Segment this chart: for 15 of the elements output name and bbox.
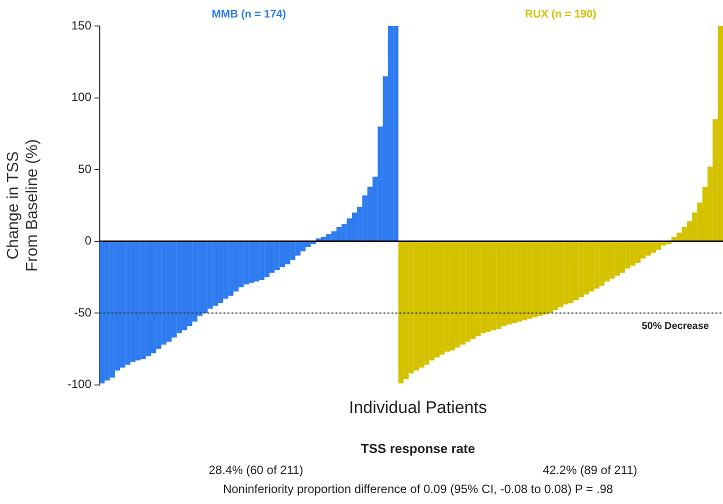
y-tick-label: 100	[71, 90, 92, 104]
text: TSS response rate	[360, 441, 476, 456]
text: 28.4% (60 of 211)	[208, 463, 304, 477]
text: Noninferiority proportion difference of 0.09 (95% CI, -0.08 to 0.08) P = .98	[222, 482, 614, 496]
y-axis-title: Change in TSS From Baseline (%)	[5, 139, 42, 272]
y-tick-label: 150	[71, 18, 92, 32]
y-tick-label: -50	[74, 305, 92, 320]
text: MMB (n = 174)	[212, 8, 286, 21]
y-tick-label: 0	[84, 234, 92, 248]
y-tick-label: 50	[78, 162, 92, 176]
x-axis-title: Individual Patients	[348, 398, 488, 418]
ref-line-label: 50% Decrease	[642, 320, 710, 332]
y-tick-label: -100	[67, 377, 92, 392]
text: RUX (n = 190)	[525, 8, 597, 21]
text: 42.2% (89 of 211)	[542, 463, 638, 477]
